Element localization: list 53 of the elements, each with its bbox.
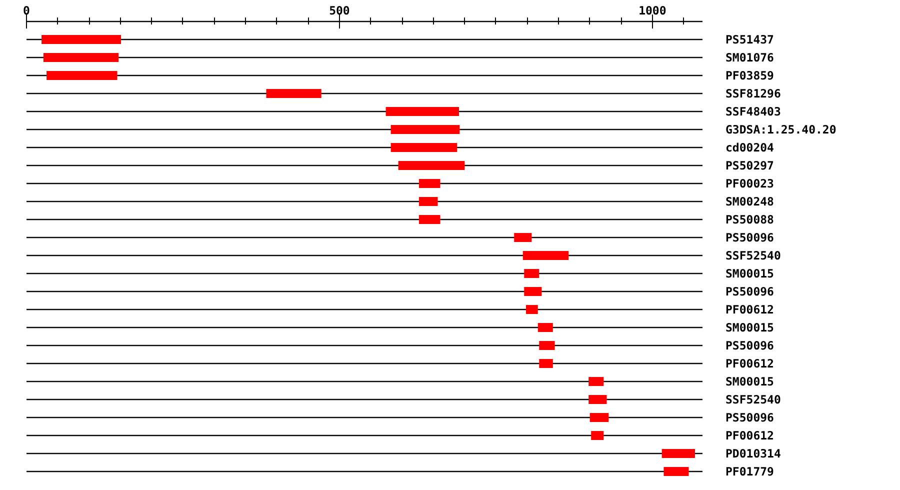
bar bbox=[390, 143, 458, 152]
y-tick-label: PS50096 bbox=[726, 284, 774, 298]
bar bbox=[524, 269, 540, 278]
y-tick-label: PF00612 bbox=[726, 428, 774, 442]
y-tick-label: PS50096 bbox=[726, 410, 774, 424]
bar bbox=[398, 161, 465, 170]
bar bbox=[266, 89, 322, 98]
bar bbox=[418, 179, 440, 188]
y-tick-label: SSF81296 bbox=[726, 86, 781, 100]
y-tick-label: SM00015 bbox=[726, 374, 774, 388]
bar bbox=[46, 71, 118, 80]
y-tick-label: PF01779 bbox=[726, 464, 774, 478]
y-tick-label: SSF48403 bbox=[726, 104, 781, 118]
y-tick-label: PS50088 bbox=[726, 212, 774, 226]
bar bbox=[591, 431, 604, 440]
bar bbox=[539, 341, 555, 350]
bar bbox=[588, 377, 604, 386]
bar bbox=[514, 233, 532, 242]
y-tick-label: PS51437 bbox=[726, 32, 774, 46]
bar bbox=[42, 35, 122, 44]
y-tick-label: PF03859 bbox=[726, 68, 774, 82]
y-tick-label: G3DSA:1.25.40.20 bbox=[726, 122, 836, 136]
y-tick-label: PS50297 bbox=[726, 158, 774, 172]
y-tick-label: PF00612 bbox=[726, 302, 774, 316]
x-tick-label: 0 bbox=[23, 4, 30, 18]
x-tick-label: 1000 bbox=[638, 4, 666, 18]
y-tick-label: cd00204 bbox=[726, 140, 774, 154]
x-tick-label: 500 bbox=[329, 4, 350, 18]
y-tick-label: SM00015 bbox=[726, 266, 774, 280]
y-tick-label: PF00612 bbox=[726, 356, 774, 370]
y-tick-label: PF00023 bbox=[726, 176, 774, 190]
bar bbox=[390, 125, 460, 134]
bar bbox=[522, 251, 569, 260]
y-tick-label: PS50096 bbox=[726, 338, 774, 352]
bar bbox=[588, 395, 607, 404]
bar bbox=[386, 107, 460, 116]
bar bbox=[664, 467, 689, 476]
y-tick-label: PD010314 bbox=[726, 446, 781, 460]
bar bbox=[538, 323, 553, 332]
y-tick-label: PS50096 bbox=[726, 230, 774, 244]
y-tick-label: SM00248 bbox=[726, 194, 774, 208]
bar bbox=[418, 197, 438, 206]
bar bbox=[524, 287, 542, 296]
y-tick-label: SSF52540 bbox=[726, 248, 781, 262]
y-tick-label: SSF52540 bbox=[726, 392, 781, 406]
bar bbox=[43, 53, 119, 62]
bar bbox=[662, 449, 695, 458]
bar bbox=[590, 413, 609, 422]
bar bbox=[539, 359, 553, 368]
bar bbox=[526, 305, 538, 314]
bar bbox=[418, 215, 440, 224]
y-tick-label: SM01076 bbox=[726, 50, 774, 64]
y-tick-label: SM00015 bbox=[726, 320, 774, 334]
